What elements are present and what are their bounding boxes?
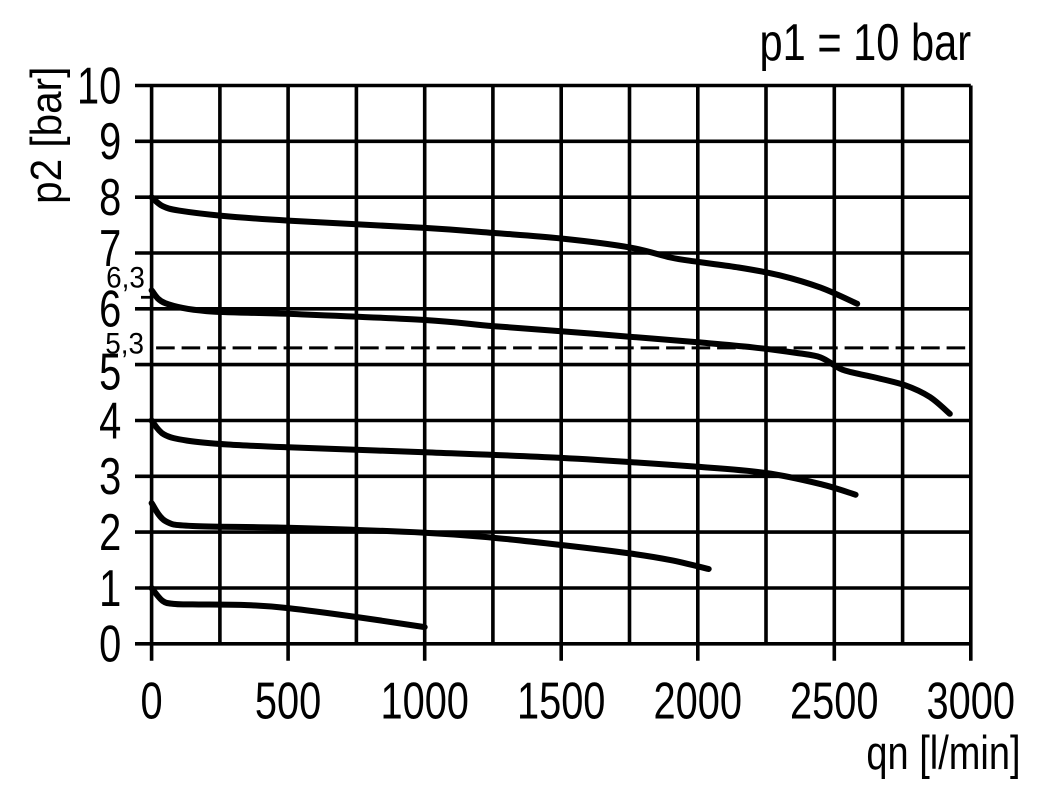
svg-text:6,3: 6,3 <box>106 262 145 295</box>
svg-text:2: 2 <box>99 503 121 561</box>
svg-text:5,3: 5,3 <box>105 328 144 361</box>
svg-text:1500: 1500 <box>517 671 605 729</box>
svg-text:3000: 3000 <box>927 671 1015 729</box>
svg-text:1: 1 <box>99 559 121 617</box>
svg-text:3: 3 <box>99 447 121 505</box>
svg-text:10: 10 <box>77 56 121 114</box>
svg-text:8: 8 <box>99 168 121 226</box>
svg-text:0: 0 <box>99 615 121 673</box>
svg-text:qn [l/min]: qn [l/min] <box>866 727 1020 780</box>
svg-text:p2 [bar]: p2 [bar] <box>21 67 70 204</box>
svg-text:500: 500 <box>255 671 321 729</box>
svg-text:2000: 2000 <box>654 671 742 729</box>
svg-text:1000: 1000 <box>380 671 468 729</box>
svg-text:7: 7 <box>99 219 121 277</box>
svg-text:5: 5 <box>99 342 121 400</box>
svg-text:p1 = 10 bar: p1 = 10 bar <box>760 13 972 72</box>
svg-text:0: 0 <box>141 671 163 729</box>
svg-text:6: 6 <box>99 280 121 338</box>
svg-text:2500: 2500 <box>790 671 878 729</box>
svg-text:4: 4 <box>99 391 121 449</box>
svg-text:9: 9 <box>99 112 121 170</box>
